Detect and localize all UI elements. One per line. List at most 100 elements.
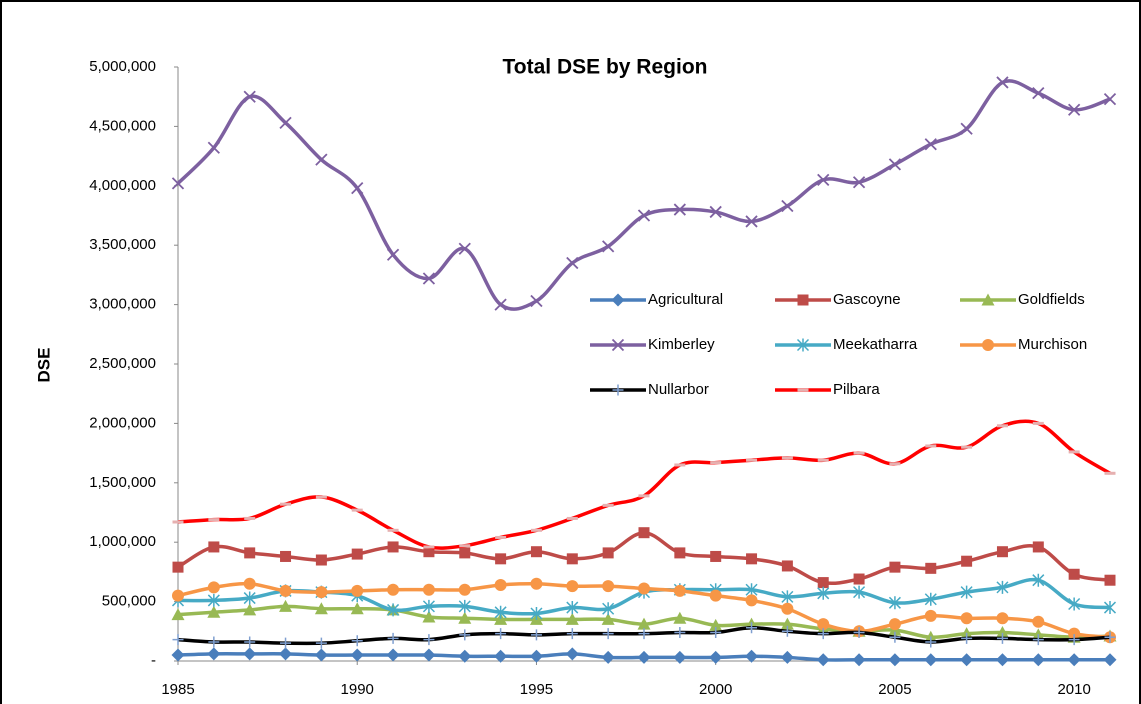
data-marker: [458, 242, 471, 255]
marker-shape: [746, 622, 758, 634]
marker-shape: [529, 649, 543, 663]
data-marker: [171, 177, 185, 190]
data-marker: [852, 653, 866, 667]
data-marker: [314, 648, 328, 662]
data-marker: [709, 650, 723, 664]
marker-shape: [566, 601, 579, 615]
marker-shape: [995, 625, 1009, 638]
marker-shape: [888, 653, 902, 667]
data-marker: [243, 603, 257, 616]
data-marker: [315, 554, 327, 566]
data-marker: [981, 293, 995, 306]
marker-shape: [1068, 634, 1080, 646]
marker-shape: [888, 596, 901, 610]
data-marker: [709, 589, 722, 602]
marker-shape: [422, 599, 435, 613]
marker-shape: [566, 256, 579, 270]
data-marker: [244, 636, 256, 648]
marker-shape: [458, 649, 472, 663]
marker-shape: [638, 628, 650, 640]
data-marker: [458, 611, 472, 624]
marker-shape: [853, 573, 865, 585]
marker-shape: [458, 599, 471, 613]
data-marker: [207, 605, 221, 618]
data-marker: [853, 573, 865, 585]
x-tick-label: 1985: [161, 681, 194, 698]
data-marker: [925, 636, 937, 648]
marker-shape: [780, 650, 794, 664]
marker-shape: [566, 553, 578, 565]
data-marker: [422, 272, 436, 285]
data-marker: [673, 650, 687, 664]
marker-shape: [961, 555, 973, 567]
marker-shape: [781, 602, 794, 615]
marker-shape: [172, 634, 184, 646]
marker-shape: [350, 602, 364, 615]
marker-shape: [315, 554, 327, 566]
data-marker: [995, 625, 1009, 638]
marker-shape: [852, 653, 866, 667]
data-marker: [1103, 92, 1117, 106]
marker-shape: [494, 578, 507, 591]
data-marker: [1068, 103, 1081, 116]
marker-shape: [638, 582, 650, 595]
data-marker: [207, 581, 220, 594]
data-marker: [423, 546, 435, 558]
data-marker: [351, 182, 364, 195]
data-marker: [494, 605, 507, 619]
data-marker: [529, 649, 543, 663]
marker-shape: [422, 610, 436, 623]
data-marker: [171, 608, 185, 621]
data-marker: [208, 636, 220, 648]
marker-shape: [386, 648, 400, 662]
y-tick-label: 1,500,000: [89, 474, 156, 491]
marker-shape: [961, 632, 973, 644]
data-marker: [602, 547, 614, 559]
marker-shape: [423, 546, 435, 558]
marker-shape: [566, 628, 578, 640]
x-tick-label: 2010: [1057, 681, 1090, 698]
marker-shape: [279, 584, 292, 597]
marker-shape: [207, 605, 221, 618]
data-marker: [673, 584, 686, 597]
data-marker: [817, 577, 829, 589]
marker-shape: [530, 577, 543, 590]
marker-shape: [243, 90, 256, 103]
marker-shape: [243, 591, 256, 605]
data-marker: [746, 622, 758, 634]
marker-shape: [709, 589, 722, 602]
data-marker: [566, 553, 578, 565]
marker-shape: [351, 584, 364, 597]
marker-shape: [422, 583, 435, 596]
data-marker: [387, 632, 399, 644]
legend-label: Murchison: [1018, 336, 1087, 353]
marker-shape: [996, 580, 1009, 594]
marker-shape: [637, 617, 651, 630]
marker-shape: [1068, 627, 1081, 640]
data-marker: [745, 583, 758, 597]
marker-shape: [350, 648, 364, 662]
marker-shape: [925, 636, 937, 648]
marker-shape: [279, 647, 293, 661]
data-marker: [243, 577, 256, 590]
marker-shape: [745, 649, 759, 663]
marker-shape: [612, 384, 624, 396]
marker-shape: [853, 585, 866, 599]
marker-shape: [459, 547, 471, 559]
data-marker: [244, 547, 256, 559]
marker-shape: [280, 550, 292, 562]
data-marker: [1104, 631, 1116, 643]
data-marker: [852, 176, 866, 189]
data-marker: [637, 617, 651, 630]
legend-label: Meekatharra: [833, 336, 918, 353]
marker-shape: [1103, 653, 1117, 667]
marker-shape: [565, 647, 579, 661]
marker-shape: [208, 636, 220, 648]
data-marker: [314, 602, 328, 615]
data-marker: [674, 547, 686, 559]
data-marker: [351, 635, 363, 647]
data-marker: [797, 294, 809, 306]
data-marker: [207, 647, 221, 661]
marker-shape: [1032, 634, 1044, 646]
data-marker: [924, 609, 937, 622]
